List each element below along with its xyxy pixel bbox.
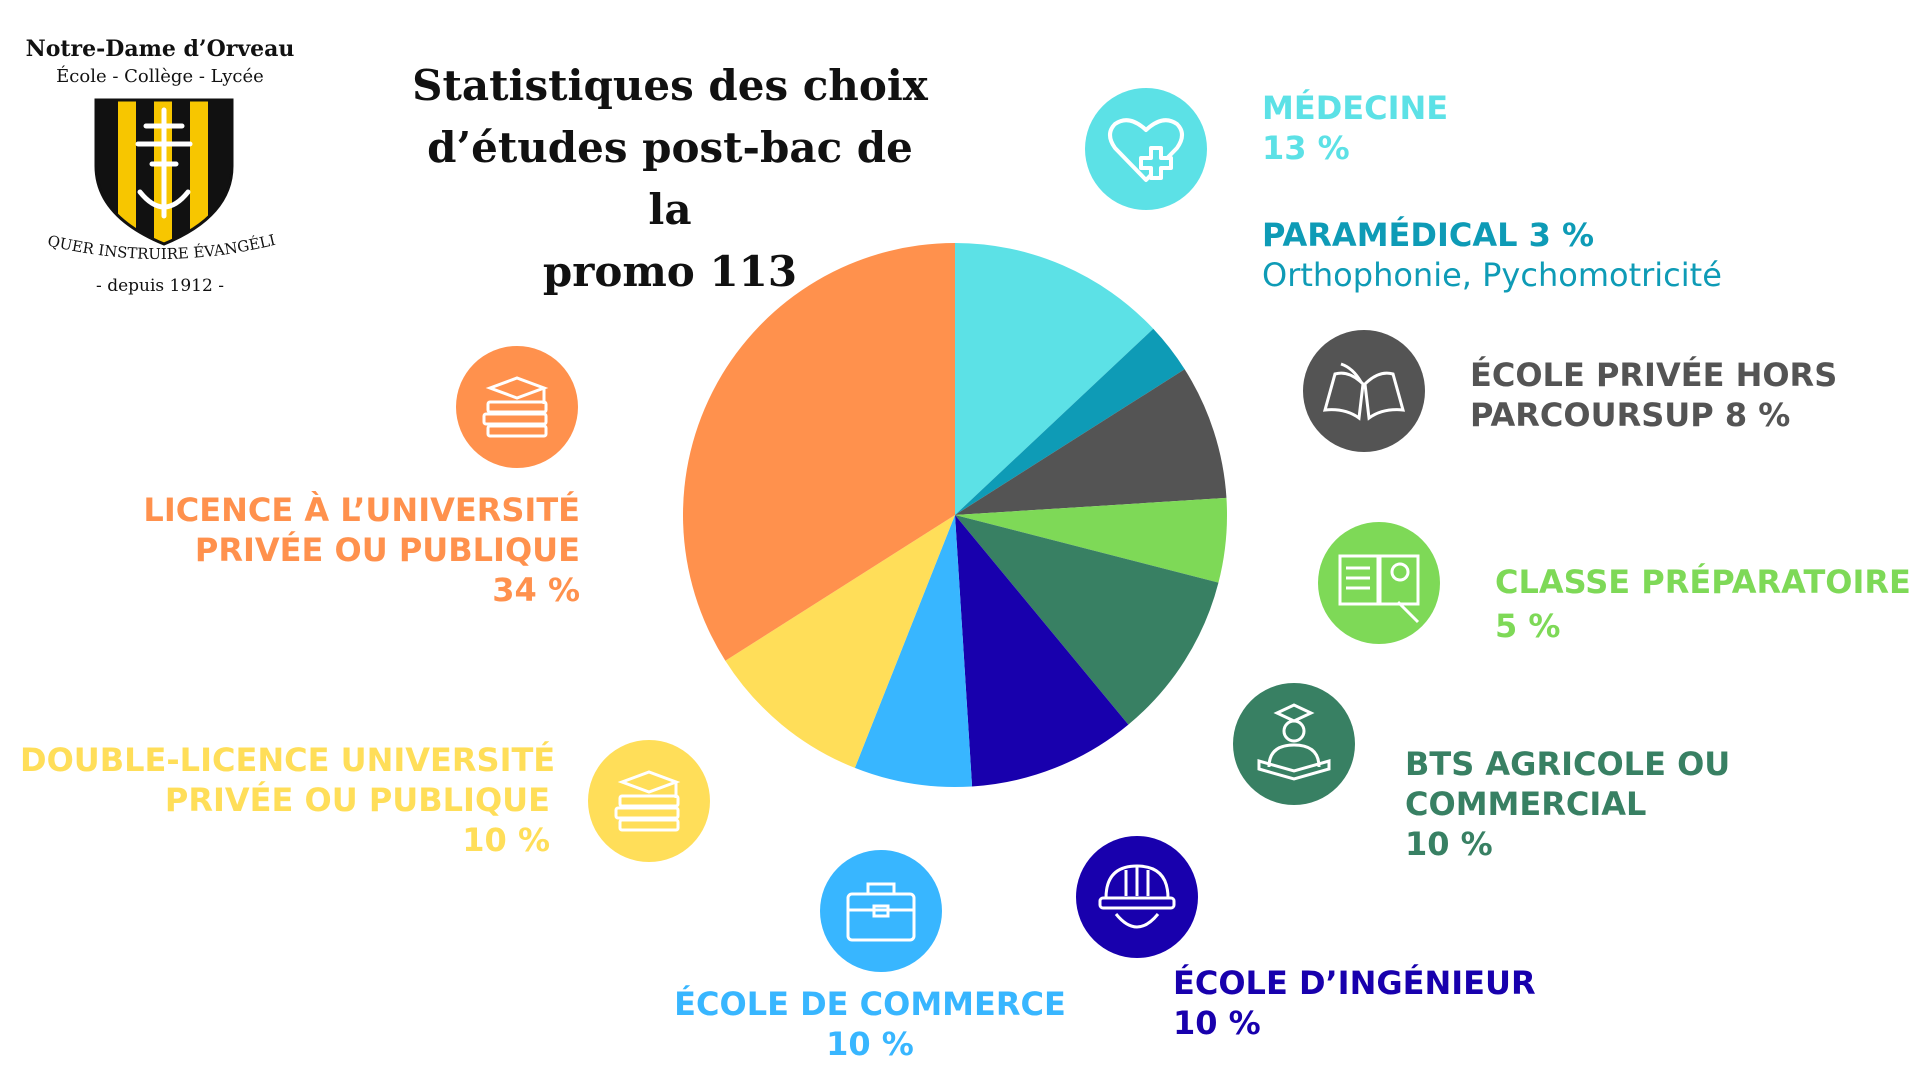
title-line-3: promo 113	[542, 247, 798, 296]
graduation-books-icon	[482, 376, 549, 438]
label-double-licence-line2: PRIVÉE OU PUBLIQUE	[164, 781, 550, 819]
label-classe-prepa-name: CLASSE PRÉPARATOIRE	[1495, 563, 1911, 601]
label-classe-prepa-pct: 5 %	[1495, 607, 1561, 645]
school-name: Notre-Dame d’Orveau	[25, 36, 295, 62]
label-ecole-privee-line1: ÉCOLE PRIVÉE HORS	[1470, 356, 1838, 394]
label-bts-line1: BTS AGRICOLE OU	[1405, 745, 1731, 783]
label-medecine-pct: 13 %	[1262, 129, 1350, 167]
label-commerce-pct: 10 %	[826, 1025, 914, 1063]
chart-title: Statistiques des choix d’études post-bac…	[400, 55, 940, 303]
label-classe-prepa: CLASSE PRÉPARATOIRE 5 %	[1495, 560, 1911, 648]
pie-slice-ecole-privee	[955, 369, 1227, 515]
svg-text:ÉDUQUER INSTRUIRE ÉVANGÉLISER: ÉDUQUER INSTRUIRE ÉVANGÉLISER	[20, 222, 277, 263]
title-line-1: Statistiques des choix	[412, 61, 928, 110]
title-line-2: d’études post-bac de la	[427, 123, 913, 234]
label-licence-line2: PRIVÉE OU PUBLIQUE	[194, 531, 580, 569]
label-ingenieur: ÉCOLE D’INGÉNIEUR 10 %	[1173, 963, 1536, 1043]
label-paramedical-name: PARAMÉDICAL 3 %	[1262, 216, 1595, 254]
label-double-licence: DOUBLE-LICENCE UNIVERSITÉ PRIVÉE OU PUBL…	[20, 740, 556, 860]
label-bts-pct: 10 %	[1405, 825, 1493, 863]
label-ingenieur-pct: 10 %	[1173, 1004, 1261, 1042]
pie-slice-licence	[683, 243, 955, 661]
heart-cross-icon	[1108, 118, 1184, 182]
label-medecine: MÉDECINE 13 %	[1262, 88, 1448, 168]
label-medecine-name: MÉDECINE	[1262, 89, 1449, 127]
pie-slice-medecine	[955, 243, 1154, 515]
hard-hat-gear-icon	[1098, 864, 1176, 929]
pie-chart	[683, 243, 1227, 787]
label-double-licence-pct: 10 %	[462, 821, 550, 859]
double-licence-icon-circle	[588, 740, 710, 862]
school-crest-icon	[94, 98, 234, 246]
label-ecole-privee-line2: PARCOURSUP 8 %	[1470, 396, 1791, 434]
open-book-icon	[1322, 362, 1406, 421]
student-reading-icon	[1257, 703, 1331, 781]
label-bts: BTS AGRICOLE OU COMMERCIAL 10 %	[1405, 744, 1730, 864]
label-commerce-name: ÉCOLE DE COMMERCE	[674, 985, 1066, 1023]
pie-slice-bts	[955, 515, 1219, 725]
label-licence: LICENCE À L’UNIVERSITÉ PRIVÉE OU PUBLIQU…	[60, 490, 580, 610]
label-paramedical: PARAMÉDICAL 3 % Orthophonie, Pychomotric…	[1262, 215, 1722, 295]
study-book-icon	[1338, 554, 1420, 624]
briefcase-icon	[846, 882, 916, 942]
label-licence-line1: LICENCE À L’UNIVERSITÉ	[143, 491, 580, 529]
ecole-privee-icon-circle	[1303, 330, 1425, 452]
label-licence-pct: 34 %	[492, 571, 580, 609]
school-motto: ÉDUQUER INSTRUIRE ÉVANGÉLISER	[20, 222, 277, 263]
pie-slice-paramedical	[955, 328, 1185, 515]
pie-slice-classe-prepa	[955, 497, 1227, 583]
pie-slice-commerce	[854, 515, 973, 787]
pie-slice-double-licence	[725, 515, 955, 768]
pie-slice-ingenieur	[955, 515, 1129, 787]
label-double-licence-line1: DOUBLE-LICENCE UNIVERSITÉ	[20, 741, 556, 779]
licence-icon-circle	[456, 346, 578, 468]
school-levels: École - Collège - Lycée	[56, 66, 264, 87]
label-ecole-privee: ÉCOLE PRIVÉE HORS PARCOURSUP 8 %	[1470, 355, 1837, 435]
medecine-icon-circle	[1085, 88, 1207, 210]
school-since: - depuis 1912 -	[96, 276, 224, 296]
label-paramedical-detail: Orthophonie, Pychomotricité	[1262, 256, 1722, 294]
label-ingenieur-name: ÉCOLE D’INGÉNIEUR	[1173, 964, 1536, 1002]
graduation-books-icon	[614, 770, 681, 832]
label-commerce: ÉCOLE DE COMMERCE 10 %	[660, 984, 1080, 1064]
label-bts-line2: COMMERCIAL	[1405, 785, 1647, 823]
